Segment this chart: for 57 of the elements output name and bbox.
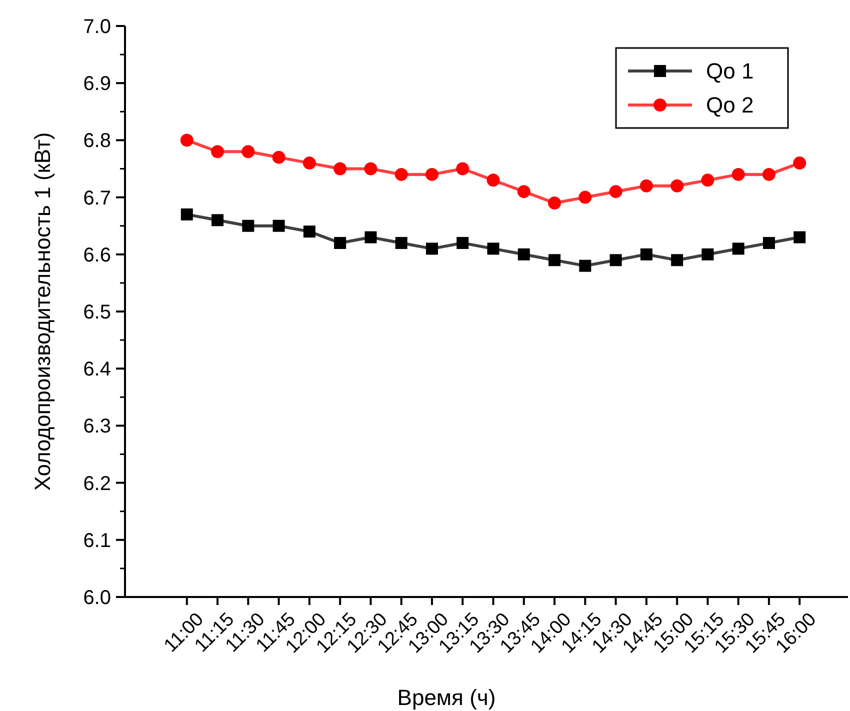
point	[334, 162, 347, 176]
y-tick-label: 6.0	[83, 587, 111, 609]
y-axis-title: Холодопроизводительность 1 (кВт)	[30, 132, 55, 491]
point	[395, 236, 408, 249]
point	[732, 242, 744, 255]
point	[517, 185, 530, 198]
point	[272, 220, 285, 232]
point	[578, 190, 592, 204]
point	[794, 231, 806, 244]
point	[180, 134, 194, 147]
y-tick-label: 6.4	[83, 358, 111, 381]
point	[303, 226, 316, 238]
point	[640, 248, 652, 260]
y-tick-label: 6.2	[83, 472, 111, 495]
y-tick-label: 6.5	[83, 302, 111, 324]
y-tick-label: 6.8	[83, 130, 111, 152]
point	[518, 248, 530, 260]
point	[394, 168, 408, 181]
legend-label: Qo 2	[706, 92, 754, 118]
point	[702, 248, 714, 260]
point	[212, 214, 224, 226]
point	[302, 156, 316, 170]
point	[487, 242, 500, 255]
point	[548, 196, 562, 210]
point	[211, 145, 224, 158]
point	[180, 208, 193, 220]
y-tick-label: 6.9	[83, 73, 111, 96]
point	[334, 236, 346, 249]
y-tick-label: 7.0	[83, 16, 111, 38]
point	[670, 179, 684, 192]
point	[425, 168, 438, 181]
point	[364, 231, 377, 244]
point	[486, 174, 500, 187]
y-tick-label: 6.1	[83, 530, 111, 552]
point	[640, 179, 653, 192]
point	[548, 254, 561, 266]
point	[701, 174, 714, 187]
point	[364, 162, 378, 176]
point	[793, 156, 806, 170]
point	[456, 236, 469, 249]
y-tick-label: 6.7	[83, 187, 111, 210]
point	[456, 162, 470, 176]
y-tick-label: 6.3	[83, 416, 111, 438]
point	[426, 242, 438, 255]
point	[242, 145, 255, 158]
x-axis-title: Время (ч)	[397, 685, 496, 710]
point	[272, 150, 286, 164]
point	[242, 220, 254, 232]
point	[671, 254, 684, 266]
point	[609, 185, 622, 198]
legend-label: Qo 1	[706, 58, 754, 84]
point	[732, 168, 745, 181]
point	[762, 236, 775, 249]
y-tick-label: 6.6	[83, 244, 111, 266]
point	[610, 254, 622, 266]
point	[762, 168, 776, 181]
point	[579, 260, 592, 272]
